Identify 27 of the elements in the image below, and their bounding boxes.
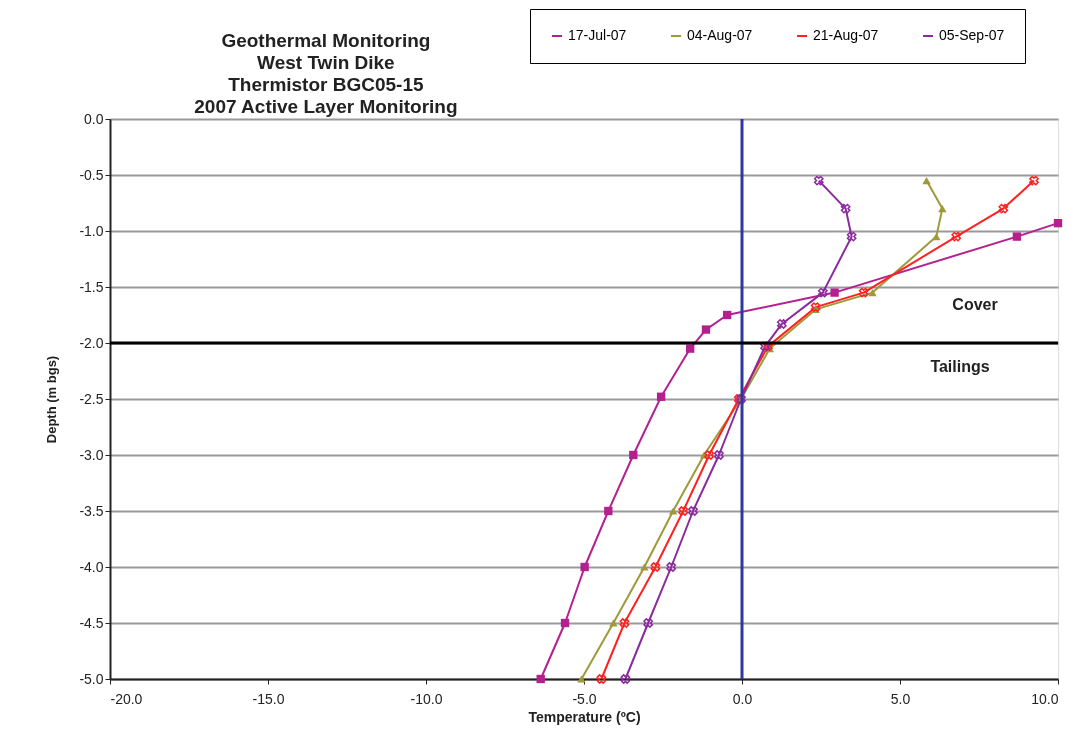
y-tick-label: -2.5 — [79, 390, 104, 407]
x-tick-label: -10.0 — [410, 690, 443, 707]
y-tick-label: -1.5 — [79, 278, 104, 295]
x-tick-label: 10.0 — [1031, 690, 1059, 707]
x-tick-label: 5.0 — [890, 690, 911, 707]
annotation: Cover — [952, 296, 998, 313]
legend-label: 17-Jul-07 — [568, 27, 627, 43]
x-tick-label: -15.0 — [252, 690, 285, 707]
y-axis-title: Depth (m bgs) — [44, 355, 60, 444]
x-axis-title: Temperature (ºC) — [528, 708, 641, 725]
legend-label: 04-Aug-07 — [687, 27, 753, 43]
y-tick-label: -5.0 — [79, 670, 104, 687]
legend-label: 05-Sep-07 — [939, 27, 1005, 43]
legend-label: 21-Aug-07 — [813, 27, 879, 43]
y-tick-label: -3.0 — [79, 446, 104, 463]
x-tick-label: -5.0 — [572, 690, 597, 707]
y-tick-label: -2.0 — [79, 334, 104, 351]
y-tick-label: -0.5 — [79, 166, 104, 183]
x-tick-label: 0.0 — [732, 690, 753, 707]
y-tick-label: -4.5 — [79, 614, 104, 631]
y-tick-label: -1.0 — [79, 222, 104, 239]
chart-title: Geothermal Monitoring West Twin Dike Thermistor BGC05-15 2007 Active Layer Monitoring — [194, 29, 458, 117]
y-tick-label: -3.5 — [79, 502, 104, 519]
y-tick-label: 0.0 — [84, 110, 104, 127]
annotation: Tailings — [930, 358, 990, 375]
x-tick-label: -20.0 — [110, 690, 143, 707]
y-tick-label: -4.0 — [79, 558, 104, 575]
